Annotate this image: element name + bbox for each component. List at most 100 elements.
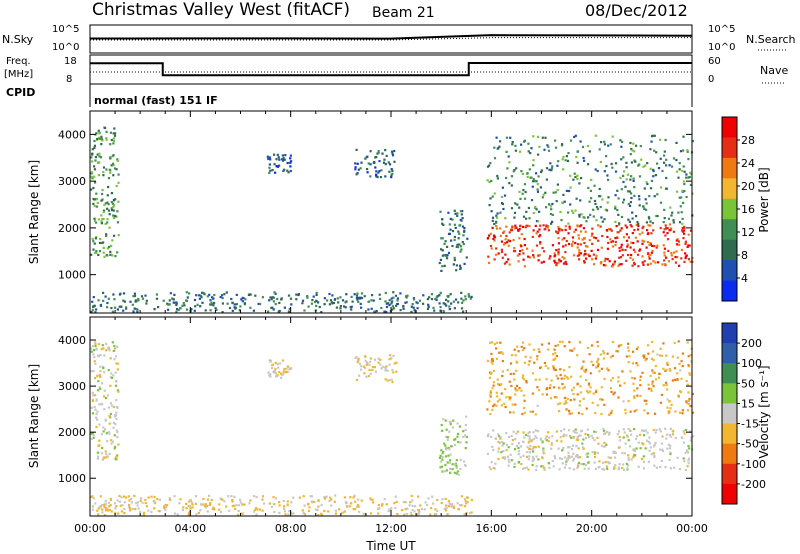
power-cell: [461, 225, 465, 228]
power-cell: [104, 202, 107, 205]
power-cell: [510, 229, 514, 232]
vel-cell: [523, 411, 526, 414]
power-cell: [625, 239, 629, 242]
power-cell: [367, 308, 370, 311]
vel-cell: [463, 463, 467, 467]
vel-cell: [623, 431, 626, 434]
power-cell: [577, 237, 581, 240]
power-cell: [259, 302, 262, 306]
power-cell: [458, 243, 461, 246]
power-cell: [493, 222, 496, 226]
power-cell: [585, 220, 588, 223]
vel-cell: [103, 371, 106, 374]
power-cell: [628, 190, 631, 193]
vel-cell: [444, 470, 447, 473]
vel-cell: [543, 361, 546, 365]
vel-cell: [496, 378, 499, 381]
freq-label-line2: [MHz]: [4, 69, 33, 80]
power-cell: [273, 291, 276, 294]
vel-cell: [646, 412, 649, 415]
vel-cell: [531, 456, 534, 459]
power-cell: [112, 293, 115, 296]
power-cell: [105, 233, 108, 236]
vel-cell: [501, 352, 504, 355]
power-cell: [678, 221, 682, 224]
power-cell: [504, 217, 507, 220]
vel-cell: [596, 340, 599, 344]
vel-cell: [525, 379, 528, 383]
vel-cell: [383, 498, 386, 501]
power-cell: [104, 295, 107, 298]
power-cell: [315, 304, 318, 307]
vel-cell: [688, 447, 691, 450]
vel-cell: [96, 509, 99, 512]
vel-cell: [531, 372, 534, 375]
power-cell: [111, 239, 114, 242]
vel-cell: [502, 442, 505, 445]
vel-cell: [610, 390, 613, 393]
vel-cell: [282, 372, 285, 375]
vel-cell: [513, 465, 516, 468]
vel-cell: [206, 505, 209, 508]
vel-cell: [571, 389, 574, 392]
vel-cell: [587, 391, 590, 394]
vel-cell: [379, 363, 382, 366]
vel-cell: [686, 449, 689, 452]
vel-cell: [281, 373, 284, 377]
power-ytick-label: 4000: [58, 128, 86, 141]
vel-cell: [524, 433, 527, 436]
power-cell: [584, 230, 587, 233]
vel-cell: [118, 494, 121, 498]
power-cell: [90, 310, 93, 314]
power-cell: [615, 225, 618, 228]
vel-cell: [661, 435, 664, 438]
vel-cell: [503, 457, 506, 461]
power-cell: [91, 300, 94, 303]
vel-cell: [617, 376, 620, 379]
power-cell: [193, 298, 197, 302]
power-cell: [681, 189, 684, 192]
vel-cell: [445, 504, 448, 507]
vel-cell: [465, 502, 468, 505]
power-cell: [213, 293, 216, 297]
power-cell: [535, 220, 539, 223]
power-cell: [393, 160, 396, 163]
vel-cell: [558, 468, 561, 471]
power-cell: [266, 155, 269, 158]
power-cell: [582, 254, 585, 257]
vel-cell: [453, 471, 456, 474]
vel-cell: [593, 430, 596, 433]
vel-cell: [559, 457, 562, 460]
power-cell: [125, 307, 128, 310]
power-cell: [591, 242, 594, 245]
power-cell: [588, 200, 591, 203]
power-cell: [525, 210, 528, 213]
vel-cell: [312, 500, 316, 504]
vel-cell: [282, 499, 285, 503]
power-cell: [516, 203, 519, 206]
power-cell: [637, 223, 640, 226]
power-cell: [290, 160, 293, 163]
vel-cell: [621, 451, 624, 455]
vel-cell: [235, 504, 238, 507]
vel-cell: [459, 504, 462, 507]
power-cell: [111, 310, 114, 313]
vel-cell: [580, 463, 583, 466]
vel-cell: [254, 508, 257, 512]
power-ytick-label: 2000: [58, 222, 86, 235]
vel-cell: [527, 431, 530, 434]
power-cell: [390, 168, 393, 171]
power-cell: [496, 174, 499, 178]
power-cell: [108, 245, 111, 249]
vel-cell: [104, 499, 107, 502]
power-cell: [689, 183, 692, 186]
vel-cell: [391, 368, 394, 372]
power-cell: [511, 143, 514, 146]
vel-cell: [286, 503, 289, 506]
vel-cell: [633, 428, 636, 431]
vel-cell: [516, 430, 519, 433]
power-cell: [102, 251, 105, 254]
vel-cell: [94, 408, 97, 411]
vel-cell: [578, 404, 581, 407]
vel-cell: [510, 459, 513, 462]
